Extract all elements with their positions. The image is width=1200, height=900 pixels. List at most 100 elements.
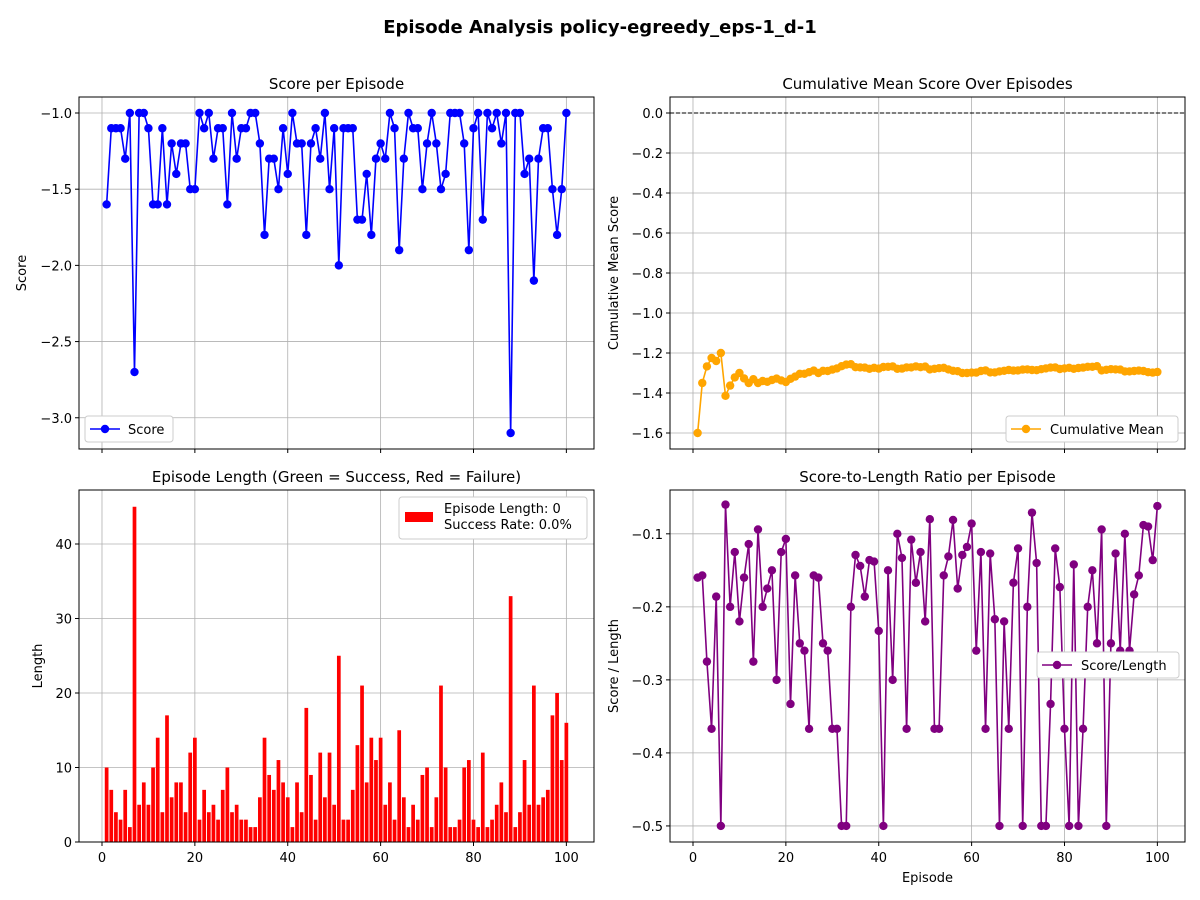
length-bar — [527, 804, 532, 842]
length-xtick-label: 20 — [187, 851, 204, 866]
cummean-point — [702, 362, 712, 371]
length-bar — [490, 819, 494, 842]
score-point — [274, 184, 283, 194]
ratio-xtick-label: 20 — [778, 851, 795, 866]
score-point — [520, 169, 529, 179]
ratio-point — [698, 571, 707, 580]
score-point — [325, 184, 334, 194]
length-bar — [564, 722, 569, 842]
length-bar — [494, 804, 499, 842]
ratio-point — [800, 646, 809, 655]
score-title: Score per Episode — [269, 75, 404, 93]
ratio-point — [842, 821, 851, 831]
ratio-point — [1153, 501, 1162, 511]
length-ylabel: Length — [31, 644, 46, 689]
ratio-point — [851, 550, 860, 560]
cummean-ytick-label: −1.0 — [631, 307, 663, 322]
length-bar — [336, 655, 341, 842]
score-ytick-label: −1.5 — [40, 183, 72, 198]
length-bar — [118, 819, 123, 842]
length-bar — [392, 819, 397, 842]
cummean-ytick-label: −0.4 — [631, 187, 663, 202]
ratio-point — [1102, 821, 1111, 831]
cummean-ytick-label: −1.6 — [631, 427, 663, 442]
length-bar — [471, 819, 476, 842]
cummean-legend-box — [1005, 415, 1179, 443]
ratio-legend-label: Score/Length — [1081, 659, 1167, 674]
length-bar — [258, 797, 262, 842]
cummean-ytick-label: −1.4 — [631, 387, 663, 402]
score-point — [464, 245, 474, 255]
score-point — [441, 169, 450, 179]
score-point — [209, 154, 218, 163]
score-point — [413, 124, 422, 133]
ratio-point — [995, 821, 1004, 831]
length-legend-line2: Success Rate: 0.0% — [444, 518, 572, 533]
score-point — [367, 230, 376, 240]
length-bar — [123, 789, 128, 842]
ratio-point — [1129, 590, 1139, 599]
ratio-point — [1074, 821, 1083, 831]
ratio-point — [1097, 525, 1106, 534]
ratio-point — [985, 549, 995, 558]
length-bar — [160, 812, 165, 842]
length-bar — [146, 804, 151, 842]
cummean-ylabel: Cumulative Mean Score — [607, 196, 622, 350]
length-bar — [374, 760, 378, 842]
length-bar — [518, 812, 522, 842]
ratio-point — [1069, 560, 1078, 569]
length-bar — [429, 827, 434, 842]
length-xtick-label: 100 — [554, 851, 579, 866]
score-point — [548, 184, 557, 194]
ratio-point — [772, 675, 781, 685]
length-xtick-label: 0 — [98, 851, 106, 866]
ratio-point — [1078, 724, 1088, 734]
length-bar — [104, 767, 109, 842]
ratio-point — [874, 626, 883, 636]
ratio-point — [795, 639, 804, 648]
cummean-ytick-label: −0.2 — [631, 147, 663, 162]
length-xtick-label: 40 — [279, 851, 296, 866]
ratio-point — [879, 821, 888, 831]
ratio-point — [814, 573, 823, 582]
score-point — [492, 108, 501, 118]
score-point — [525, 154, 534, 163]
ratio-ylabel: Score / Length — [607, 619, 622, 713]
ratio-xtick-label: 0 — [689, 851, 697, 866]
length-bar — [127, 827, 132, 842]
length-bar — [179, 782, 183, 842]
ratio-point — [818, 639, 828, 648]
score-point — [102, 200, 111, 209]
cummean-point — [721, 391, 730, 400]
ratio-point — [744, 539, 753, 549]
length-bar — [406, 827, 411, 842]
score-point — [357, 215, 367, 224]
length-bar — [513, 827, 518, 842]
score-ytick-label: −3.0 — [40, 412, 72, 427]
ratio-point — [888, 675, 897, 685]
ratio-point — [1023, 602, 1032, 612]
ratio-point — [911, 578, 921, 587]
cummean-legend-label: Cumulative Mean — [1050, 423, 1164, 438]
ratio-point — [781, 534, 791, 544]
ratio-point — [739, 573, 749, 582]
length-bar — [304, 707, 309, 842]
ratio-point — [925, 515, 935, 524]
length-bar — [360, 685, 364, 842]
score-point — [283, 169, 292, 179]
length-bar — [346, 819, 350, 842]
ratio-point — [1055, 582, 1065, 592]
score-ylabel: Score — [15, 255, 30, 291]
length-bar — [545, 789, 550, 842]
length-bar — [504, 812, 508, 842]
ratio-point — [893, 529, 902, 539]
length-bar — [197, 819, 202, 842]
length-xtick-label: 60 — [372, 851, 389, 866]
ratio-point — [953, 584, 962, 593]
length-bar — [532, 685, 536, 842]
ratio-point — [902, 724, 911, 734]
ratio-xtick-label: 60 — [963, 851, 980, 866]
score-point — [181, 139, 190, 148]
cummean-ytick-label: −0.6 — [631, 227, 663, 242]
length-bar — [183, 812, 188, 842]
